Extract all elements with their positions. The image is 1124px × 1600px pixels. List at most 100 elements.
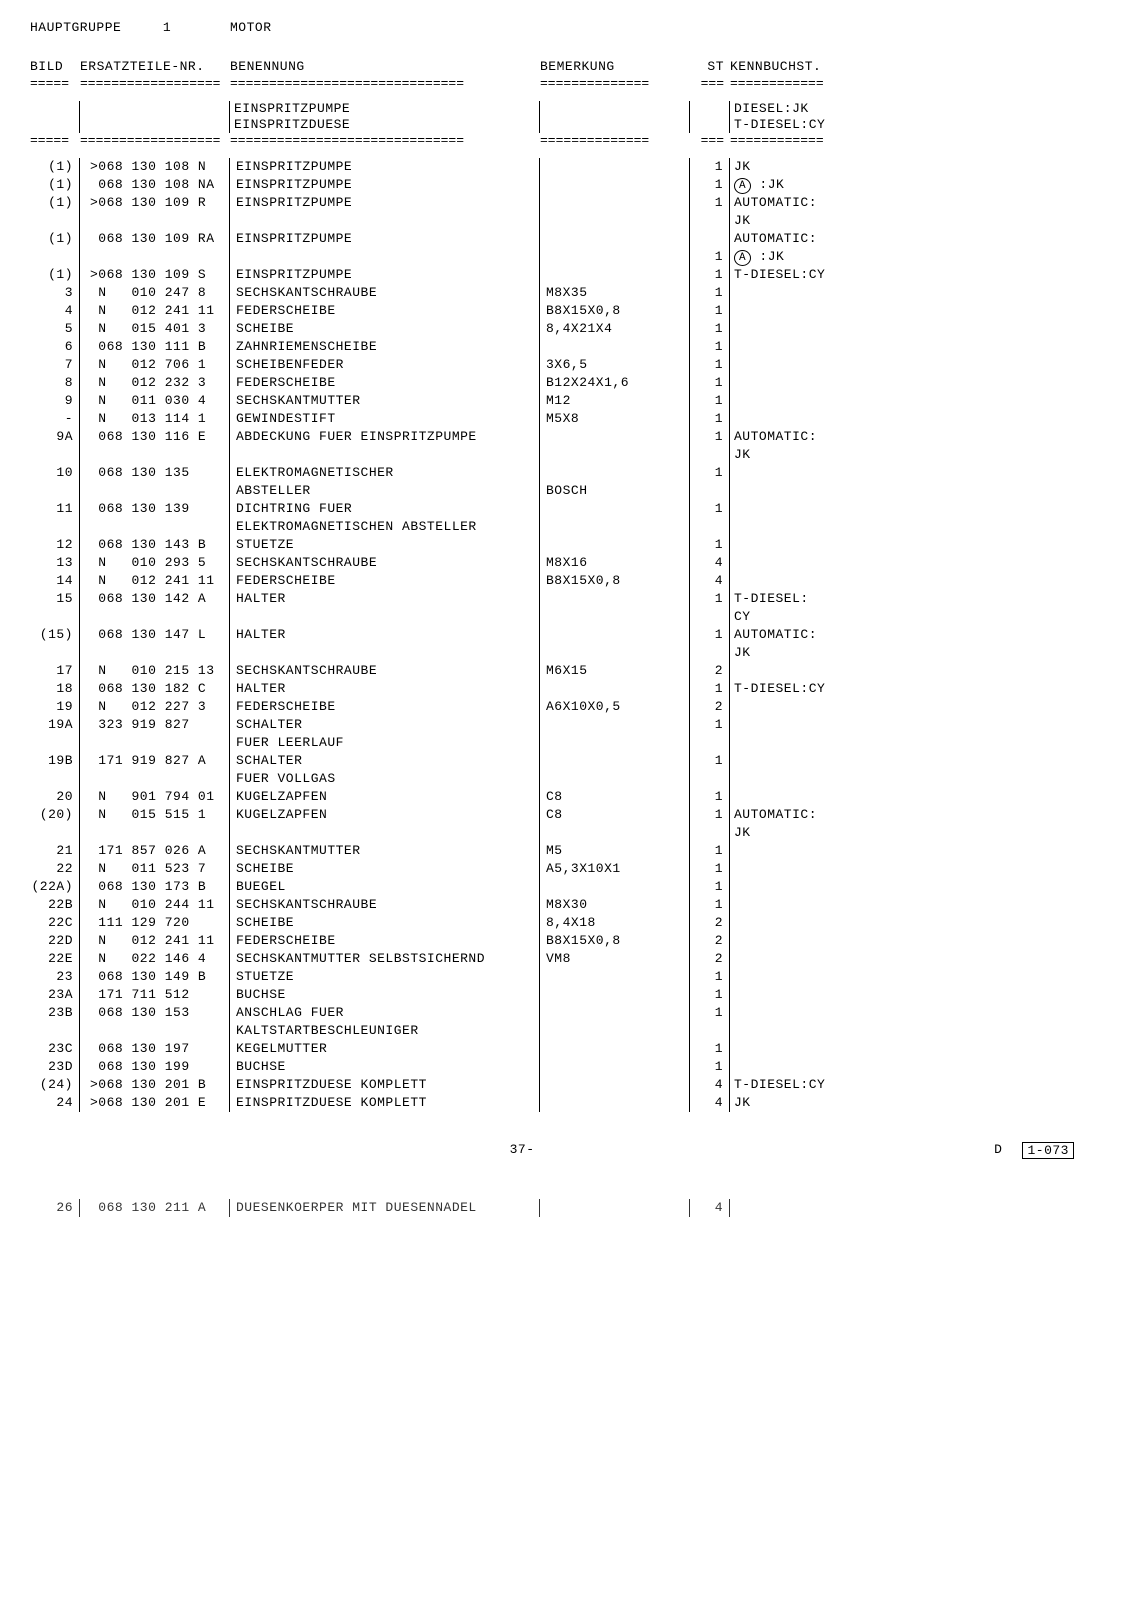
cell-st: 1 xyxy=(690,194,730,212)
cell-bemerkung xyxy=(540,1058,690,1076)
cell-benennung: SCHEIBE xyxy=(230,860,540,878)
cell-kennbuchst xyxy=(730,374,890,392)
cell-bemerkung: M5X8 xyxy=(540,410,690,428)
cell-kennbuchst xyxy=(730,662,890,680)
cell-bild: 11 xyxy=(30,500,80,518)
table-row: 12 068 130 143 BSTUETZE1 xyxy=(30,536,1094,554)
cell-st: 1 xyxy=(690,266,730,284)
cell-kennbuchst xyxy=(730,338,890,356)
cell-st: 1 xyxy=(690,860,730,878)
cell-bild: 13 xyxy=(30,554,80,572)
col-header-benennung: BENENNUNG xyxy=(230,59,540,74)
table-row: 22D N 012 241 11FEDERSCHEIBEB8X15X0,82 xyxy=(30,932,1094,950)
cell-st: 1 xyxy=(690,302,730,320)
cell-bild xyxy=(30,734,80,752)
cell-part-number: >068 130 108 N xyxy=(80,158,230,176)
cell-st: 1 xyxy=(690,536,730,554)
cell-bild: 21 xyxy=(30,842,80,860)
cell-st: 2 xyxy=(690,950,730,968)
cell-st: 2 xyxy=(690,662,730,680)
cell-st: 1 xyxy=(690,968,730,986)
cell-bild xyxy=(30,482,80,500)
cell-kennbuchst xyxy=(730,896,890,914)
hauptgruppe-label: HAUPTGRUPPE xyxy=(30,20,121,35)
cell-bemerkung xyxy=(540,1094,690,1112)
cell-st: 2 xyxy=(690,932,730,950)
table-row: 14 N 012 241 11FEDERSCHEIBEB8X15X0,84 xyxy=(30,572,1094,590)
cell-bild: 10 xyxy=(30,464,80,482)
cell-benennung: SCHEIBE xyxy=(230,320,540,338)
cell-st xyxy=(690,770,730,788)
table-row: CY xyxy=(30,608,1094,626)
cell-kennbuchst xyxy=(730,716,890,734)
cell-bemerkung: B8X15X0,8 xyxy=(540,572,690,590)
cell-bild xyxy=(30,644,80,662)
page-footer: 37- D 1-073 xyxy=(30,1142,1094,1159)
cell-part-number: N 010 247 8 xyxy=(80,284,230,302)
cell-benennung: FEDERSCHEIBE xyxy=(230,572,540,590)
cell-bemerkung xyxy=(540,266,690,284)
cell-bild: 22D xyxy=(30,932,80,950)
footer-ref: 1-073 xyxy=(1022,1142,1074,1159)
cell-bemerkung xyxy=(540,1004,690,1022)
cell-kennbuchst xyxy=(730,878,890,896)
cell-benennung: SECHSKANTSCHRAUBE xyxy=(230,662,540,680)
table-row: (1)>068 130 109 REINSPRITZPUMPE1AUTOMATI… xyxy=(30,194,1094,212)
cell-st xyxy=(690,608,730,626)
table-row: ELEKTROMAGNETISCHEN ABSTELLER xyxy=(30,518,1094,536)
cell-kennbuchst: JK xyxy=(730,1094,890,1112)
cell-benennung: EINSPRITZDUESE KOMPLETT xyxy=(230,1076,540,1094)
cell-kennbuchst xyxy=(730,842,890,860)
cell-kennbuchst xyxy=(730,518,890,536)
cell-bemerkung xyxy=(540,518,690,536)
cell-bemerkung xyxy=(540,986,690,1004)
cell-part-number: N 901 794 01 xyxy=(80,788,230,806)
cell-bemerkung: M12 xyxy=(540,392,690,410)
cell-st: 1 xyxy=(690,1040,730,1058)
cell-part-number: 068 130 111 B xyxy=(80,338,230,356)
cell-part-number: 068 130 149 B xyxy=(80,968,230,986)
cell-st xyxy=(690,518,730,536)
cell-st xyxy=(690,644,730,662)
cell-part-number: 068 130 143 B xyxy=(80,536,230,554)
col-header-bemerkung: BEMERKUNG xyxy=(540,59,690,74)
cell-bemerkung: M8X16 xyxy=(540,554,690,572)
cell-kennbuchst xyxy=(730,914,890,932)
cell-bemerkung: BOSCH xyxy=(540,482,690,500)
cell-benennung: ANSCHLAG FUER xyxy=(230,1004,540,1022)
cell-benennung: SCHALTER xyxy=(230,752,540,770)
cell-bemerkung: 3X6,5 xyxy=(540,356,690,374)
cell-st: 1 xyxy=(690,356,730,374)
table-row: 6 068 130 111 BZAHNRIEMENSCHEIBE1 xyxy=(30,338,1094,356)
cell-kennbuchst xyxy=(730,1004,890,1022)
cell-part-number: 068 130 142 A xyxy=(80,590,230,608)
cell-kennbuchst: AUTOMATIC: xyxy=(730,230,890,248)
cell-part-number: N 012 706 1 xyxy=(80,356,230,374)
cell-bild: 8 xyxy=(30,374,80,392)
group-title: MOTOR xyxy=(230,20,1094,35)
cell-kennbuchst xyxy=(730,770,890,788)
cell-part-number: N 011 523 7 xyxy=(80,860,230,878)
table-row: 21 171 857 026 ASECHSKANTMUTTERM51 xyxy=(30,842,1094,860)
cell-bild: (1) xyxy=(30,230,80,248)
cell-benennung: FUER VOLLGAS xyxy=(230,770,540,788)
table-row: ABSTELLERBOSCH xyxy=(30,482,1094,500)
table-body: (1)>068 130 108 NEINSPRITZPUMPE1JK(1) 06… xyxy=(30,158,1094,1112)
cell-part-number: 068 130 199 xyxy=(80,1058,230,1076)
cell-bemerkung xyxy=(540,590,690,608)
cell-part-number xyxy=(80,212,230,230)
cell-st: 4 xyxy=(690,572,730,590)
cell-bemerkung xyxy=(540,680,690,698)
circled-a-icon: A xyxy=(734,178,751,194)
cell-benennung: ELEKTROMAGNETISCHEN ABSTELLER xyxy=(230,518,540,536)
cell-st: 1 xyxy=(690,806,730,824)
cell-bild: 5 xyxy=(30,320,80,338)
cell-bemerkung: B8X15X0,8 xyxy=(540,302,690,320)
cell-kennbuchst xyxy=(730,752,890,770)
cell-bild: (1) xyxy=(30,266,80,284)
cell-benennung: KEGELMUTTER xyxy=(230,1040,540,1058)
table-row: 1A :JK xyxy=(30,248,1094,266)
cell-benennung: SECHSKANTSCHRAUBE xyxy=(230,284,540,302)
divider-top: ===== ================== ===============… xyxy=(30,76,1094,91)
section-header-row: EINSPRITZDUESE T-DIESEL:CY xyxy=(30,117,1094,133)
